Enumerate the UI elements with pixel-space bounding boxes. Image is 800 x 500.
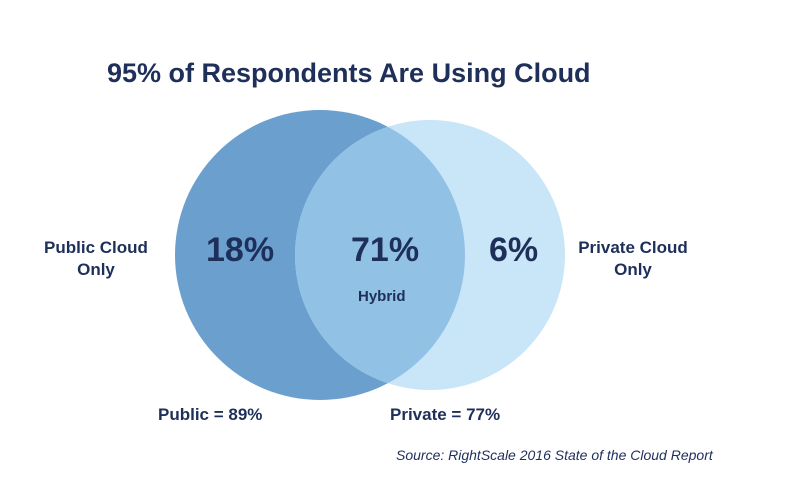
private-only-label: Private Cloud Only bbox=[568, 237, 698, 281]
public-only-label-line1: Public Cloud bbox=[44, 238, 148, 257]
source-note: Source: RightScale 2016 State of the Clo… bbox=[396, 447, 713, 463]
chart-title: 95% of Respondents Are Using Cloud bbox=[107, 58, 591, 88]
hybrid-overlap bbox=[295, 120, 465, 390]
public-only-label-line2: Only bbox=[77, 260, 115, 279]
hybrid-value: 71% bbox=[351, 231, 420, 269]
private-only-label-line1: Private Cloud bbox=[578, 238, 688, 257]
public-only-label: Public Cloud Only bbox=[40, 237, 152, 281]
private-only-label-line2: Only bbox=[614, 260, 652, 279]
public-only-value: 18% bbox=[206, 231, 275, 269]
public-total-label: Public = 89% bbox=[158, 405, 263, 424]
hybrid-label: Hybrid bbox=[358, 288, 406, 305]
private-total-label: Private = 77% bbox=[390, 405, 501, 424]
private-only-value: 6% bbox=[489, 231, 539, 269]
